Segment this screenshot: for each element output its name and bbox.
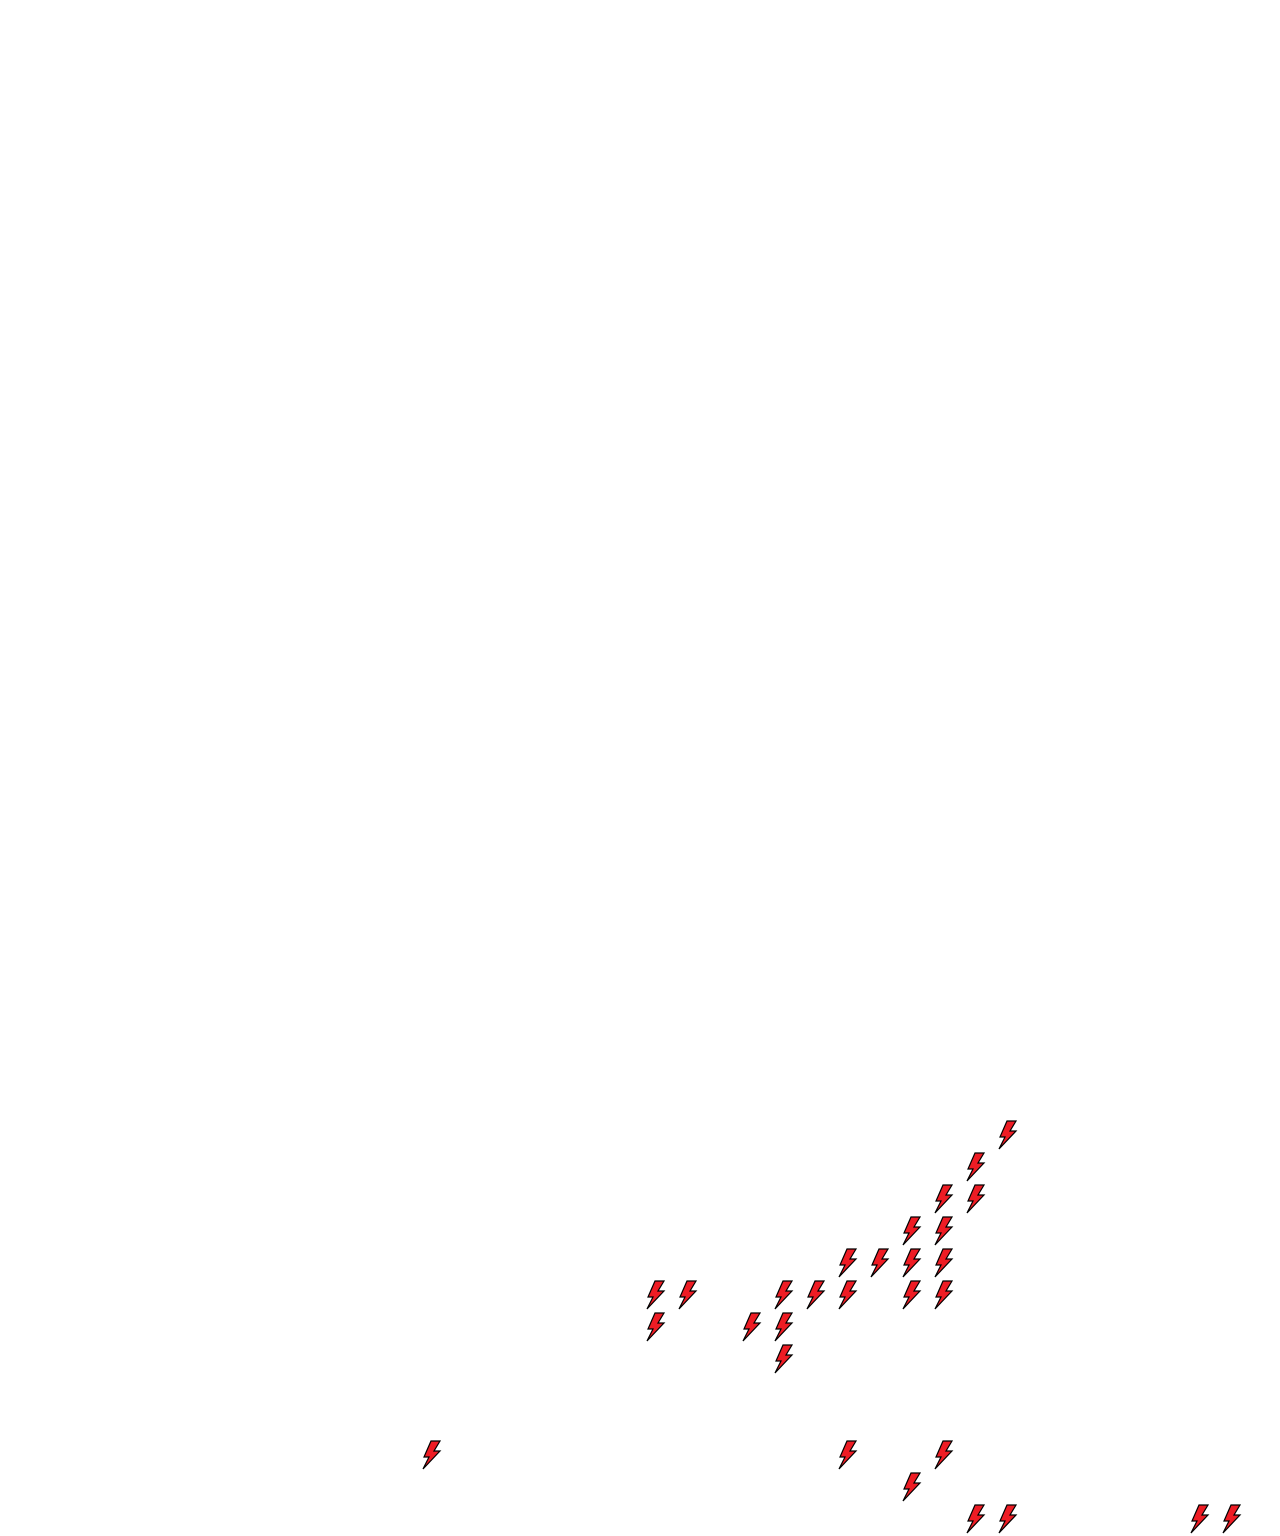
lightning-marker[interactable] [902,1216,921,1246]
lightning-marker[interactable] [934,1248,953,1278]
lightning-marker[interactable] [422,1440,441,1470]
lightning-marker[interactable] [902,1472,921,1502]
lightning-marker[interactable] [774,1344,793,1374]
lightning-marker[interactable] [646,1280,665,1310]
lightning-marker[interactable] [838,1248,857,1278]
lightning-marker[interactable] [1190,1504,1209,1534]
lightning-marker[interactable] [838,1280,857,1310]
lightning-marker[interactable] [742,1312,761,1342]
lightning-marker[interactable] [774,1312,793,1342]
lightning-marker[interactable] [646,1312,665,1342]
lightning-marker[interactable] [934,1184,953,1214]
lightning-marker[interactable] [934,1440,953,1470]
lightning-marker[interactable] [902,1248,921,1278]
lightning-marker[interactable] [870,1248,889,1278]
lightning-marker[interactable] [934,1280,953,1310]
lightning-marker[interactable] [1222,1504,1241,1534]
lightning-marker[interactable] [966,1504,985,1534]
lightning-marker[interactable] [934,1216,953,1246]
lightning-marker[interactable] [678,1280,697,1310]
lightning-marker[interactable] [838,1440,857,1470]
lightning-marker[interactable] [998,1120,1017,1150]
lightning-marker[interactable] [774,1280,793,1310]
lightning-marker[interactable] [966,1152,985,1182]
lightning-marker[interactable] [998,1504,1017,1534]
lightning-markers [422,1120,1241,1534]
lightning-marker[interactable] [966,1184,985,1214]
lightning-marker[interactable] [902,1280,921,1310]
lightning-marker[interactable] [806,1280,825,1310]
